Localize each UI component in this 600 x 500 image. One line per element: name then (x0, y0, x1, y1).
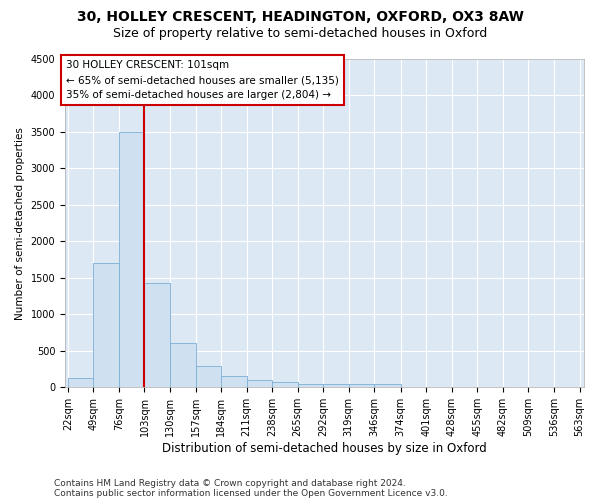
Bar (145, 283, 170, 388)
Text: Size of property relative to semi-detached houses in Oxford: Size of property relative to semi-detach… (113, 28, 487, 40)
Bar (170, 343, 196, 388)
Bar (119, 132, 145, 388)
Bar (221, 376, 247, 388)
Bar (272, 382, 298, 388)
Text: 30 HOLLEY CRESCENT: 101sqm
← 65% of semi-detached houses are smaller (5,135)
35%: 30 HOLLEY CRESCENT: 101sqm ← 65% of semi… (66, 60, 339, 100)
Y-axis label: Number of semi-detached properties: Number of semi-detached properties (15, 126, 25, 320)
Bar (349, 384, 374, 388)
Bar (247, 380, 272, 388)
Text: Contains HM Land Registry data © Crown copyright and database right 2024.: Contains HM Land Registry data © Crown c… (54, 478, 406, 488)
Bar (68, 378, 94, 388)
Text: Contains public sector information licensed under the Open Government Licence v3: Contains public sector information licen… (54, 488, 448, 498)
Bar (298, 384, 323, 388)
Bar (323, 384, 349, 388)
Bar (374, 384, 401, 388)
Bar (94, 264, 119, 388)
X-axis label: Distribution of semi-detached houses by size in Oxford: Distribution of semi-detached houses by … (162, 442, 487, 455)
Bar (196, 366, 221, 388)
Text: 30, HOLLEY CRESCENT, HEADINGTON, OXFORD, OX3 8AW: 30, HOLLEY CRESCENT, HEADINGTON, OXFORD,… (77, 10, 523, 24)
